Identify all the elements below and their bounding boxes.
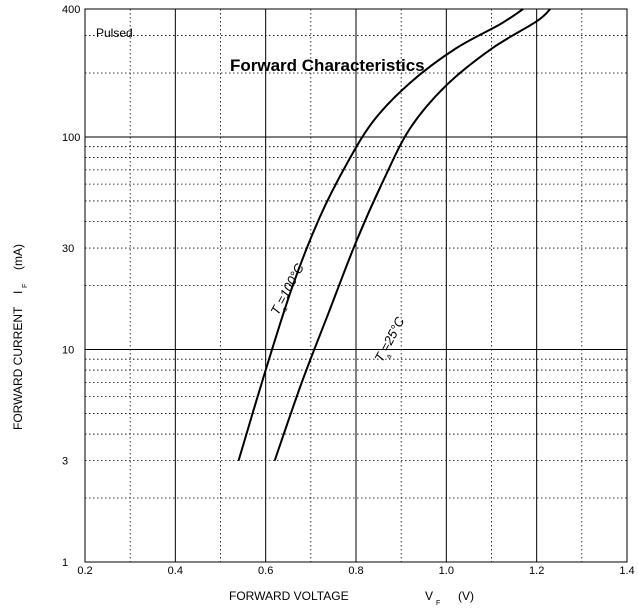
series-label-25c-rest: =25°C (377, 314, 408, 354)
x-tick-label: 1.4 (619, 565, 634, 577)
y-axis-label-subscript: F (22, 284, 29, 288)
y-axis-label: FORWARD CURRENT I F (mA) (11, 244, 29, 430)
x-axis-label-main: FORWARD VOLTAGE (229, 589, 349, 603)
y-axis-label-symbol: I (11, 291, 25, 294)
y-axis-label-main: FORWARD CURRENT (11, 306, 25, 430)
series-label-100c-sub: a (281, 306, 289, 313)
y-tick-label: 10 (62, 344, 74, 356)
curves (237, 8, 551, 461)
x-tick-label: 1.2 (529, 565, 544, 577)
x-tick-label: 0.4 (168, 565, 183, 577)
pulsed-note: Pulsed (96, 26, 133, 40)
y-tick-label: 30 (62, 243, 74, 255)
series-line-100c (237, 8, 524, 461)
x-axis-label: FORWARD VOLTAGE V F (V) (229, 589, 474, 607)
series-label-100c-rest: =100°C (273, 260, 307, 306)
y-tick-labels: 1 3 10 30 100 400 (62, 4, 80, 569)
y-tick-label: 100 (62, 132, 80, 144)
y-tick-label: 1 (62, 557, 68, 569)
y-axis-label-unit: (mA) (11, 244, 25, 270)
x-tick-labels: 0.2 0.4 0.6 0.8 1.0 1.2 1.4 (77, 565, 634, 577)
plot-frame (84, 8, 628, 563)
chart-title: Forward Characteristics (230, 56, 425, 75)
x-tick-label: 0.6 (258, 565, 273, 577)
y-tick-label: 400 (62, 4, 80, 16)
x-axis-label-subscript: F (436, 600, 440, 607)
series-line-25c (273, 8, 551, 461)
series-label-25c: T a =25°C (371, 314, 408, 365)
x-tick-label: 1.0 (439, 565, 454, 577)
series-label-25c-sub: a (385, 353, 393, 360)
x-tick-label: 0.8 (348, 565, 363, 577)
series-label-100c: T a =100°C (267, 260, 307, 317)
x-tick-label: 0.2 (77, 565, 92, 577)
y-tick-label: 3 (62, 456, 68, 468)
grid (84, 8, 628, 562)
x-axis-label-symbol: V (425, 589, 433, 603)
x-axis-label-unit: (V) (458, 589, 474, 603)
